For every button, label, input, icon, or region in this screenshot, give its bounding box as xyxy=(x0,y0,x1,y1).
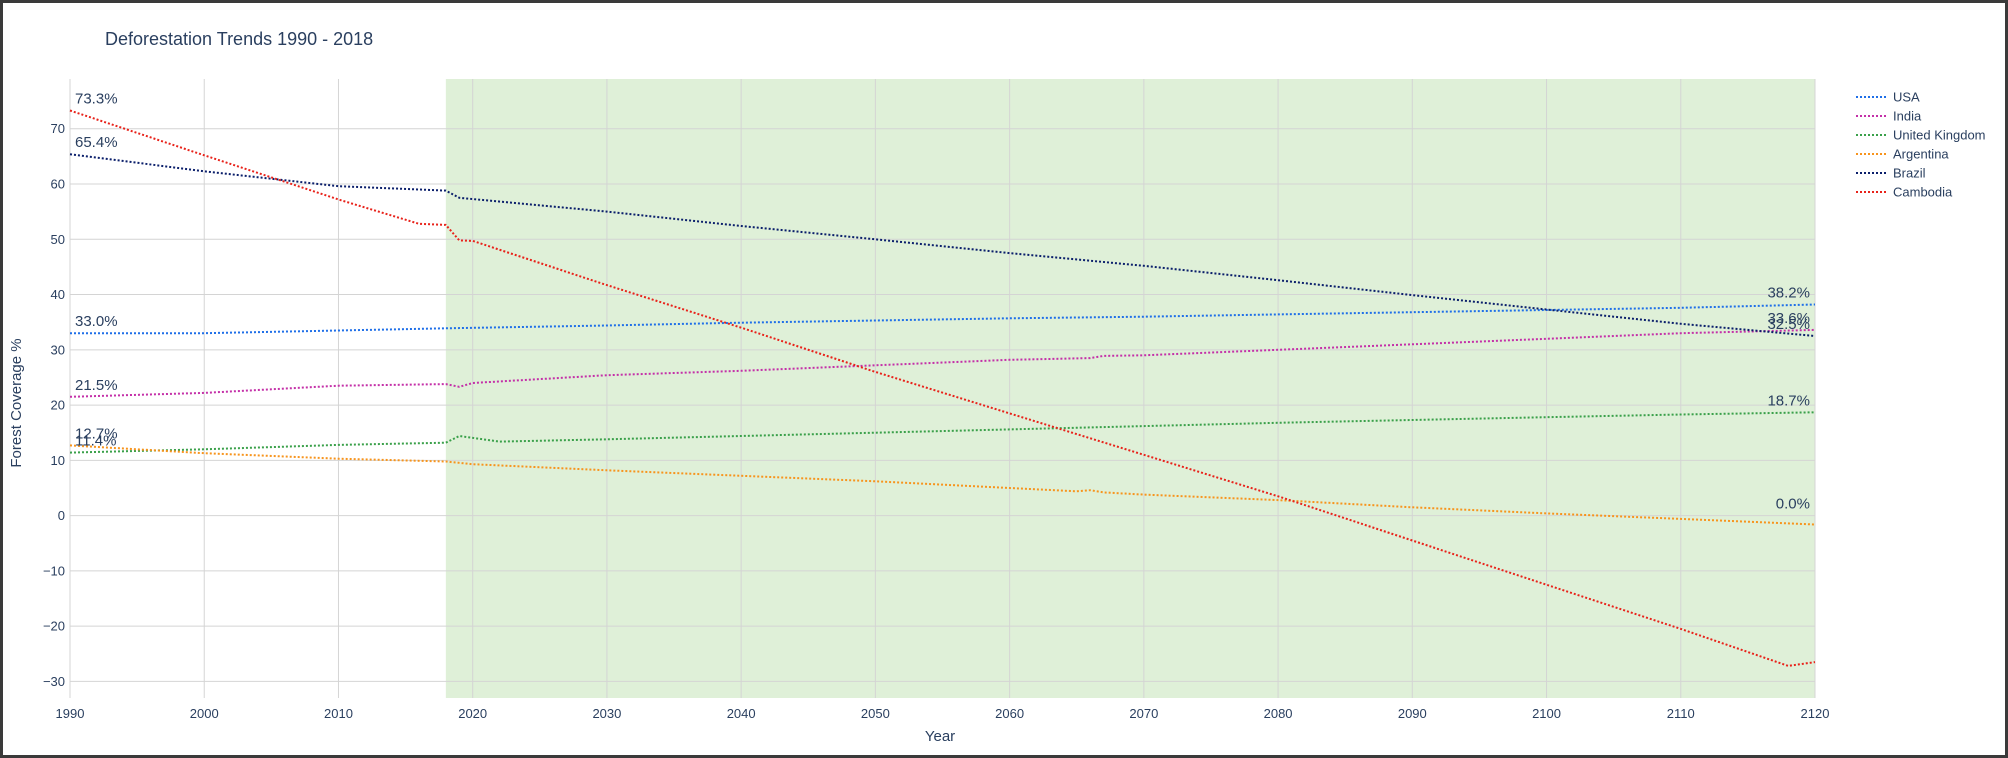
legend: USA India United Kingdom Argentina Brazil Cam… xyxy=(1856,90,1986,200)
y-tick-label: −30 xyxy=(43,674,65,689)
value-annotation: 65.4% xyxy=(75,134,118,151)
axis-ticks: 1990 2000 2010 2020 2030 2040 2050 2060 2070 2080… xyxy=(43,121,1830,721)
y-tick-label: 60 xyxy=(51,177,65,192)
legend-label: India xyxy=(1893,109,1922,124)
x-tick-label: 2070 xyxy=(1129,706,1158,721)
value-annotation: 33.6% xyxy=(1767,310,1810,327)
x-tick-label: 2080 xyxy=(1264,706,1293,721)
value-annotation: 32.5% xyxy=(1767,316,1810,333)
x-tick-label: 2100 xyxy=(1532,706,1561,721)
forecast-region xyxy=(445,79,1815,698)
value-annotation: 12.7% xyxy=(75,425,118,442)
value-annotation: 21.5% xyxy=(75,377,118,394)
x-tick-label: 2040 xyxy=(727,706,756,721)
legend-label: Argentina xyxy=(1893,147,1949,162)
y-tick-label: 40 xyxy=(51,287,65,302)
y-tick-label: 20 xyxy=(51,398,65,413)
x-tick-label: 2050 xyxy=(861,706,890,721)
y-tick-label: 70 xyxy=(51,121,65,136)
y-tick-label: 30 xyxy=(51,342,65,357)
value-annotation: 38.2% xyxy=(1767,284,1810,301)
series-line xyxy=(69,153,1816,337)
chart-title: Deforestation Trends 1990 - 2018 xyxy=(105,29,373,49)
value-annotation: 18.7% xyxy=(1767,392,1810,409)
x-tick-label: 2020 xyxy=(458,706,487,721)
y-tick-label: −20 xyxy=(43,619,65,634)
x-tick-label: 1990 xyxy=(56,706,85,721)
value-annotation: 73.3% xyxy=(75,91,118,108)
x-tick-label: 2010 xyxy=(324,706,353,721)
value-annotation: 33.0% xyxy=(75,313,118,330)
series-line xyxy=(69,411,1816,454)
gridlines xyxy=(69,79,1816,698)
y-tick-label: 10 xyxy=(51,453,65,468)
x-tick-label: 2060 xyxy=(995,706,1024,721)
legend-label: USA xyxy=(1893,90,1920,105)
chart: Deforestation Trends 1990 - 2018 1990 200… xyxy=(8,29,1986,745)
legend-label: United Kingdom xyxy=(1893,128,1986,143)
legend-label: Brazil xyxy=(1893,166,1926,181)
chart-frame: Deforestation Trends 1990 - 2018 1990 200… xyxy=(3,3,2005,755)
x-tick-label: 2120 xyxy=(1801,706,1830,721)
x-axis-title: Year xyxy=(925,728,955,745)
value-annotation: 0.0% xyxy=(1776,496,1810,513)
x-tick-label: 2110 xyxy=(1667,706,1695,721)
x-tick-label: 2030 xyxy=(592,706,621,721)
y-tick-label: 50 xyxy=(51,232,65,247)
value-annotations: 73.3% 65.4% 33.0% 21.5% 12.7%11.4% 38.2% 33.6%… xyxy=(75,91,1810,513)
y-axis-title: Forest Coverage % xyxy=(8,338,25,467)
y-tick-label: −10 xyxy=(43,563,65,578)
series-lines xyxy=(69,109,1816,667)
plot-area xyxy=(70,79,1815,698)
y-tick-label: 0 xyxy=(58,508,65,523)
series-line xyxy=(70,303,1816,335)
series-line xyxy=(69,109,1816,667)
legend-label: Cambodia xyxy=(1893,185,1953,200)
x-tick-label: 2090 xyxy=(1398,706,1427,721)
value-annotation: 11.4% xyxy=(75,433,116,450)
x-tick-label: 2000 xyxy=(190,706,219,721)
